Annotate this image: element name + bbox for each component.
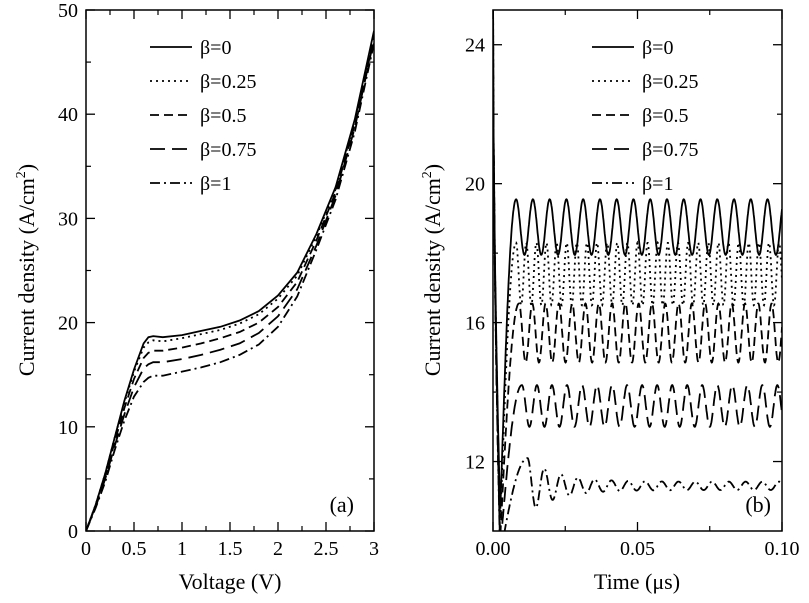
legend-label-3: β=0.75 xyxy=(642,139,698,161)
panel-a-ylabel-main: Current density (A/cm xyxy=(14,178,39,376)
x-tick-label: 2 xyxy=(273,538,283,560)
panel-b: 0.00 0.05 0.10 12 16 20 24 β=0 β=0.25 β=0.5 β=0.7… xyxy=(420,9,800,594)
legend-label-1: β=0.25 xyxy=(200,71,256,93)
legend-label-3: β=0.75 xyxy=(200,139,256,161)
legend-label-2: β=0.5 xyxy=(200,105,246,127)
legend-label-0: β=0 xyxy=(200,37,231,59)
legend-label-2: β=0.5 xyxy=(642,105,688,127)
panel-b-ticks: 0.00 0.05 0.10 12 16 20 24 xyxy=(465,10,800,560)
x-tick-label: 3 xyxy=(369,538,379,560)
y-tick-label: 10 xyxy=(58,417,78,439)
panel-b-legend: β=0 β=0.25 β=0.5 β=0.75 β=1 xyxy=(592,37,698,195)
panel-a-label: (a) xyxy=(330,492,354,517)
panel-b-label: (b) xyxy=(745,492,771,517)
series-line-4 xyxy=(86,43,374,531)
legend-label-4: β=1 xyxy=(642,173,673,195)
series-line-0 xyxy=(493,10,782,509)
y-tick-label: 20 xyxy=(465,174,485,196)
panel-b-ylabel-close: ) xyxy=(420,164,445,171)
series-line-2 xyxy=(493,10,782,531)
x-tick-label: 0 xyxy=(81,538,91,560)
panel-b-ylabel-sup: 2 xyxy=(420,171,435,178)
panel-b-series xyxy=(493,10,782,531)
legend-label-4: β=1 xyxy=(200,173,231,195)
x-tick-label: 0.05 xyxy=(620,538,655,560)
series-line-2 xyxy=(86,35,374,531)
x-tick-label: 1.5 xyxy=(218,538,243,560)
y-tick-label: 50 xyxy=(58,0,78,22)
y-tick-label: 20 xyxy=(58,313,78,335)
y-tick-label: 40 xyxy=(58,104,78,126)
y-tick-label: 30 xyxy=(58,208,78,230)
y-tick-label: 24 xyxy=(465,35,485,57)
panel-b-ylabel: Current density (A/cm2) xyxy=(420,164,445,376)
legend-label-1: β=0.25 xyxy=(642,71,698,93)
series-line-3 xyxy=(86,39,374,531)
series-line-4 xyxy=(493,10,782,531)
y-tick-label: 0 xyxy=(68,521,78,543)
panel-a-legend: β=0 β=0.25 β=0.5 β=0.75 β=1 xyxy=(150,37,256,195)
x-tick-label: 0.00 xyxy=(476,538,511,560)
panel-b-xlabel: Time (μs) xyxy=(594,569,680,594)
x-tick-label: 2.5 xyxy=(314,538,339,560)
x-tick-label: 0.5 xyxy=(122,538,147,560)
panel-a-series xyxy=(86,30,374,531)
panel-a-ylabel: Current density (A/cm2) xyxy=(14,164,39,376)
legend-label-0: β=0 xyxy=(642,37,673,59)
series-line-3 xyxy=(493,10,782,531)
y-tick-label: 16 xyxy=(465,313,485,335)
x-tick-label: 0.10 xyxy=(765,538,800,560)
y-tick-label: 12 xyxy=(465,452,485,474)
panel-a-ylabel-close: ) xyxy=(14,164,39,171)
panel-a-ylabel-sup: 2 xyxy=(14,171,29,178)
series-line-1 xyxy=(493,10,782,520)
series-line-0 xyxy=(86,30,374,531)
panel-b-ylabel-main: Current density (A/cm xyxy=(420,178,445,376)
panel-a-xlabel: Voltage (V) xyxy=(179,569,282,594)
panel-b-frame xyxy=(492,9,783,532)
x-tick-label: 1 xyxy=(177,538,187,560)
